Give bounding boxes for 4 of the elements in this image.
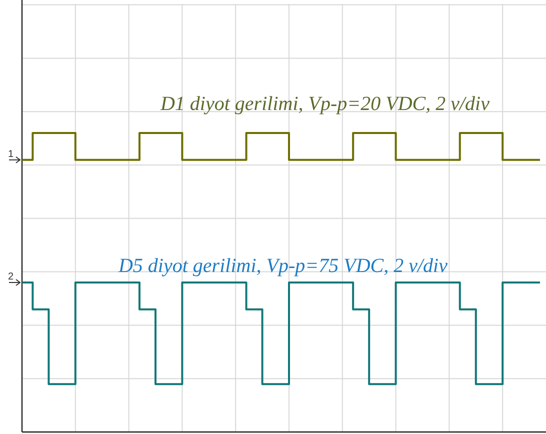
text: D1 diyot gerilimi, Vp-p=20 VDC, 2 v/div [159,93,490,115]
series-label: 2 [8,272,14,282]
series-label: 1 [8,148,14,160]
annotation: D5 diyot gerilimi, Vp-p=75 VDC, 2 v/div [117,255,448,277]
